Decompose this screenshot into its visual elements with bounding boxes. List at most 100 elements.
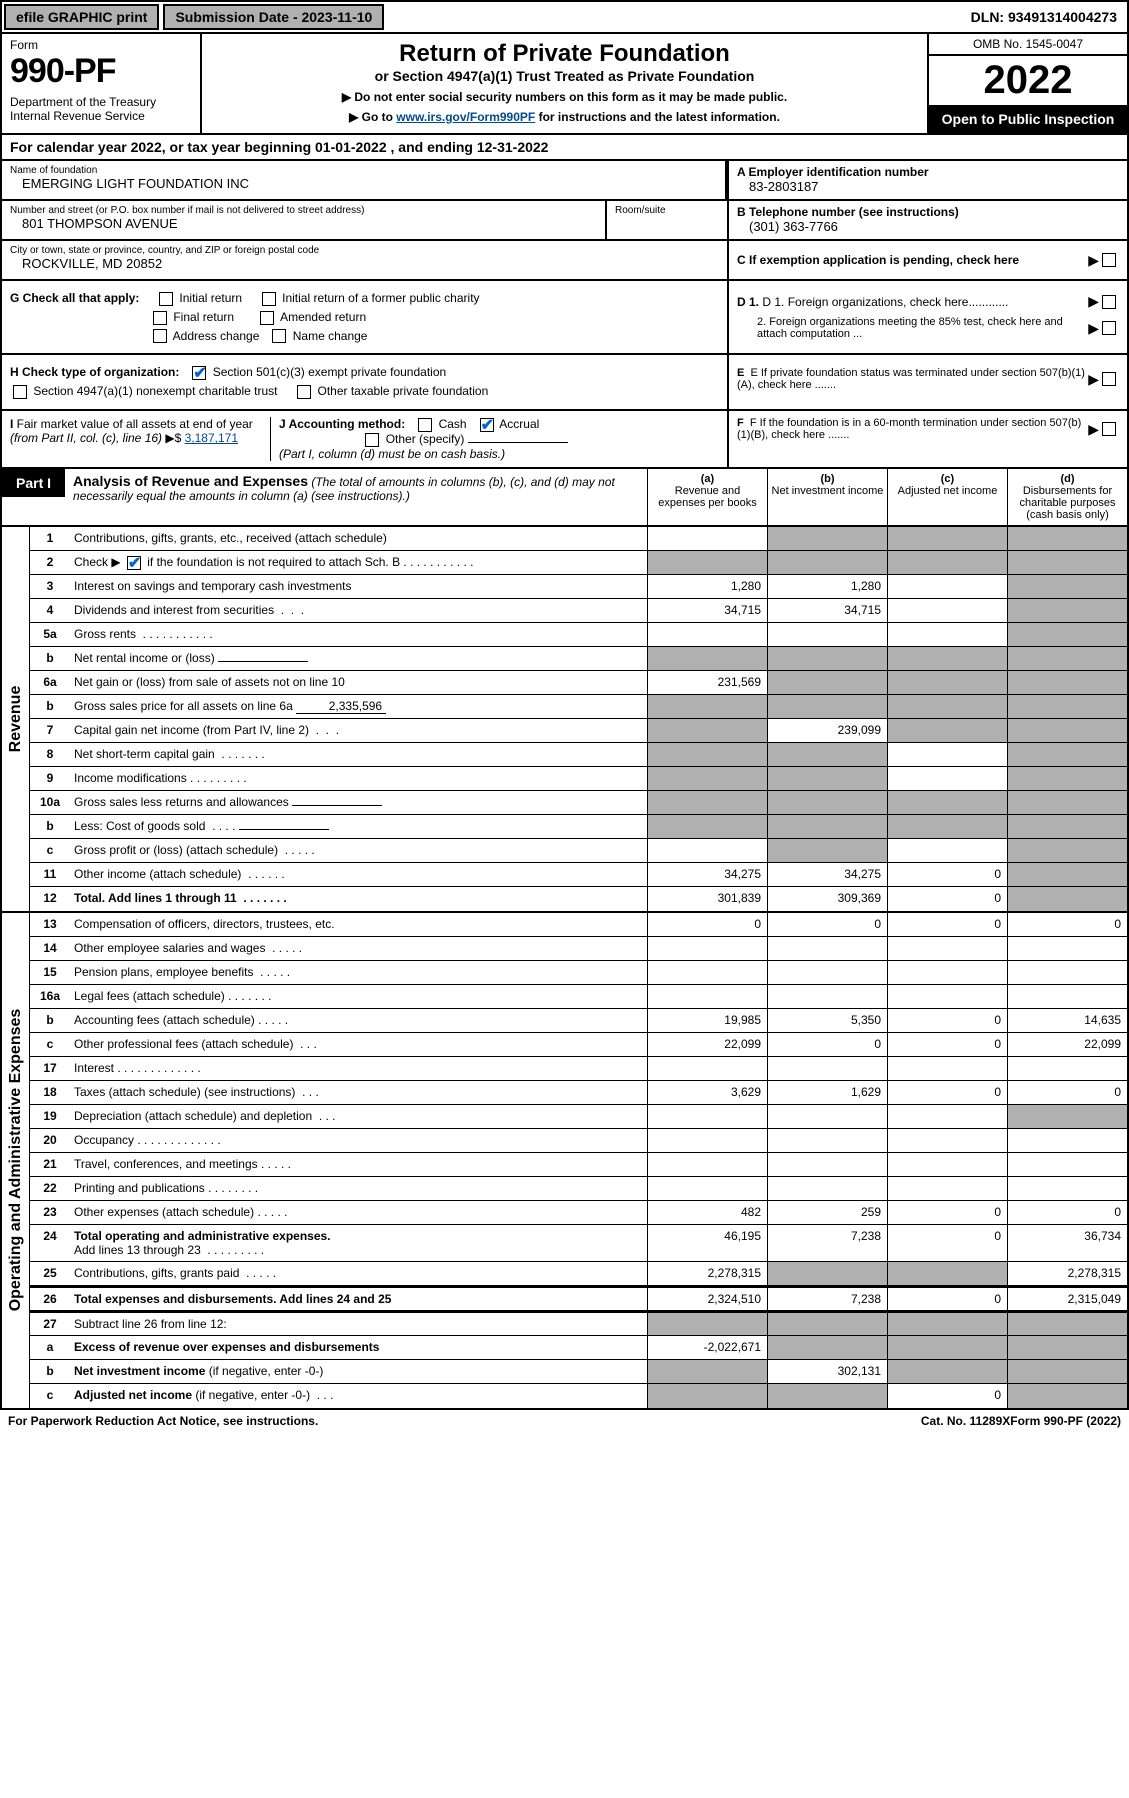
row-16c: cOther professional fees (attach schedul… [30,1033,1127,1057]
ein-cell: A Employer identification number 83-2803… [729,161,1127,201]
501c3-checkbox[interactable] [192,366,206,380]
street-address: 801 THOMPSON AVENUE [10,216,597,231]
irs-link[interactable]: www.irs.gov/Form990PF [396,110,535,124]
department-label: Department of the TreasuryInternal Reven… [10,95,192,123]
dln-number: DLN: 93491314004273 [961,6,1127,28]
row-18: 18Taxes (attach schedule) (see instructi… [30,1081,1127,1105]
row-6a: 6aNet gain or (loss) from sale of assets… [30,671,1127,695]
row-27a: aExcess of revenue over expenses and dis… [30,1336,1127,1360]
exemption-pending-cell: C If exemption application is pending, c… [729,241,1127,281]
row-3: 3Interest on savings and temporary cash … [30,575,1127,599]
tax-year: 2022 [929,56,1127,105]
row-15: 15Pension plans, employee benefits . . .… [30,961,1127,985]
header-right: OMB No. 1545-0047 2022 Open to Public In… [927,34,1127,133]
row-10b: bLess: Cost of goods sold . . . . [30,815,1127,839]
other-method-checkbox[interactable] [365,433,379,447]
row-27b: bNet investment income (if negative, ent… [30,1360,1127,1384]
info-grid: Name of foundation EMERGING LIGHT FOUNDA… [0,161,1129,281]
row-13: 13Compensation of officers, directors, t… [30,913,1127,937]
row-27c: cAdjusted net income (if negative, enter… [30,1384,1127,1408]
row-21: 21Travel, conferences, and meetings . . … [30,1153,1127,1177]
part1-header: Part I Analysis of Revenue and Expenses … [0,469,1129,527]
final-return-checkbox[interactable] [153,311,167,325]
row-9: 9Income modifications . . . . . . . . . [30,767,1127,791]
revenue-label: Revenue [2,527,30,911]
amended-return-checkbox[interactable] [260,311,274,325]
4947a1-checkbox[interactable] [13,385,27,399]
row-1: 1Contributions, gifts, grants, etc., rec… [30,527,1127,551]
row-16a: 16aLegal fees (attach schedule) . . . . … [30,985,1127,1009]
form-title: Return of Private Foundation [212,40,917,68]
row-8: 8Net short-term capital gain . . . . . .… [30,743,1127,767]
initial-return-former-checkbox[interactable] [262,292,276,306]
row-25: 25Contributions, gifts, grants paid . . … [30,1262,1127,1286]
row-20: 20Occupancy . . . . . . . . . . . . . [30,1129,1127,1153]
exemption-checkbox[interactable] [1102,253,1116,267]
row-14: 14Other employee salaries and wages . . … [30,937,1127,961]
cash-checkbox[interactable] [418,418,432,432]
efile-print-button[interactable]: efile GRAPHIC print [4,4,159,30]
row-19: 19Depreciation (attach schedule) and dep… [30,1105,1127,1129]
foundation-name: EMERGING LIGHT FOUNDATION INC [10,176,717,191]
accrual-checkbox[interactable] [480,418,494,432]
form-footer-label: Form 990-PF (2022) [1010,1414,1121,1428]
row-2: 2Check ▶ if the foundation is not requir… [30,551,1127,575]
form-header: Form 990-PF Department of the TreasuryIn… [0,34,1129,135]
row-26: 26Total expenses and disbursements. Add … [30,1286,1127,1311]
city-state-zip: ROCKVILLE, MD 20852 [10,256,719,271]
checks-section-g: G Check all that apply: Initial return I… [0,281,1129,355]
row-24: 24Total operating and administrative exp… [30,1225,1127,1262]
submission-date: Submission Date - 2023-11-10 [163,4,384,30]
terminated-checkbox[interactable] [1102,372,1116,386]
arrow-icon: ▶ [1088,252,1099,269]
part1-label: Part I [2,469,65,497]
revenue-table: Revenue 1Contributions, gifts, grants, e… [0,527,1129,913]
open-inspection-badge: Open to Public Inspection [929,105,1127,133]
other-taxable-checkbox[interactable] [297,385,311,399]
row-6b: bGross sales price for all assets on lin… [30,695,1127,719]
schb-checkbox[interactable] [127,556,141,570]
col-d-header: (d)Disbursements for charitable purposes… [1007,469,1127,525]
omb-number: OMB No. 1545-0047 [929,34,1127,56]
row-16b: bAccounting fees (attach schedule) . . .… [30,1009,1127,1033]
fmv-value: 3,187,171 [185,431,238,445]
foreign-85-checkbox[interactable] [1102,321,1116,335]
header-left: Form 990-PF Department of the TreasuryIn… [2,34,202,133]
foreign-org-checkbox[interactable] [1102,295,1116,309]
room-suite-cell: Room/suite [607,201,727,241]
expenses-table: Operating and Administrative Expenses 13… [0,913,1129,1410]
col-a-header: (a)Revenue and expenses per books [647,469,767,525]
row-5a: 5aGross rents . . . . . . . . . . . [30,623,1127,647]
col-b-header: (b)Net investment income [767,469,887,525]
phone-cell: B Telephone number (see instructions) (3… [729,201,1127,241]
address-change-checkbox[interactable] [153,329,167,343]
row-27: 27Subtract line 26 from line 12: [30,1311,1127,1336]
city-cell: City or town, state or province, country… [2,241,727,281]
row-17: 17Interest . . . . . . . . . . . . . [30,1057,1127,1081]
phone-value: (301) 363-7766 [737,219,1119,234]
name-change-checkbox[interactable] [272,329,286,343]
top-bar: efile GRAPHIC print Submission Date - 20… [0,0,1129,34]
cat-number: Cat. No. 11289X [921,1414,1010,1428]
paperwork-notice: For Paperwork Reduction Act Notice, see … [8,1414,721,1428]
form-note-2: ▶ Go to www.irs.gov/Form990PF for instru… [212,110,917,124]
row-5b: bNet rental income or (loss) [30,647,1127,671]
row-12: 12Total. Add lines 1 through 11 . . . . … [30,887,1127,911]
form-subtitle: or Section 4947(a)(1) Trust Treated as P… [212,68,917,84]
row-11: 11Other income (attach schedule) . . . .… [30,863,1127,887]
row-10c: cGross profit or (loss) (attach schedule… [30,839,1127,863]
checks-section-ij: I Fair market value of all assets at end… [0,411,1129,469]
checks-section-h: H Check type of organization: Section 50… [0,355,1129,411]
form-note-1: ▶ Do not enter social security numbers o… [212,90,917,104]
row-22: 22Printing and publications . . . . . . … [30,1177,1127,1201]
row-7: 7Capital gain net income (from Part IV, … [30,719,1127,743]
form-number: 990-PF [10,52,192,91]
row-4: 4Dividends and interest from securities … [30,599,1127,623]
calendar-year-row: For calendar year 2022, or tax year begi… [0,135,1129,161]
initial-return-checkbox[interactable] [159,292,173,306]
part1-title: Analysis of Revenue and Expenses (The to… [65,469,647,525]
60month-checkbox[interactable] [1102,422,1116,436]
expenses-label: Operating and Administrative Expenses [2,913,30,1408]
foundation-name-cell: Name of foundation EMERGING LIGHT FOUNDA… [2,161,727,201]
header-center: Return of Private Foundation or Section … [202,34,927,133]
